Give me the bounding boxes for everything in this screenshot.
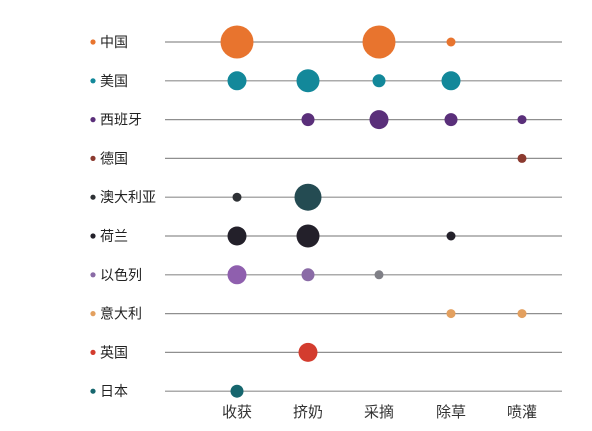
country-label-r6: 以色列 [100, 267, 142, 284]
legend-marker-r3 [90, 155, 96, 161]
legend-marker-r1 [90, 78, 96, 84]
bubble-r1-0 [227, 71, 247, 91]
bubble-r3-4 [517, 153, 527, 163]
country-label-r0: 中国 [100, 35, 128, 51]
category-label-4: 喷灌 [507, 403, 537, 421]
legend-marker-r9 [90, 388, 96, 394]
category-label-1: 挤奶 [293, 403, 323, 421]
bubble-r5-1 [296, 224, 320, 248]
country-label-r9: 日本 [100, 384, 128, 400]
country-label-r2: 西班牙 [100, 113, 142, 129]
bubble-r4-0 [232, 192, 242, 202]
category-label-2: 采摘 [364, 403, 394, 421]
category-label-3: 除草 [436, 403, 466, 421]
legend-marker-r8 [90, 349, 96, 355]
bubble-r6-1 [301, 268, 315, 282]
legend-marker-r5 [90, 233, 96, 239]
legend-marker-r6 [90, 272, 96, 278]
bubble-r0-2 [362, 25, 396, 59]
bubble-r0-0 [220, 25, 254, 59]
bubble-r7-3 [446, 309, 456, 319]
legend-marker-r0 [90, 39, 96, 45]
bubble-r1-1 [296, 69, 320, 93]
legend-marker-r2 [90, 117, 96, 123]
country-label-r1: 美国 [100, 74, 128, 90]
country-label-r4: 澳大利亚 [100, 190, 156, 206]
bubble-r6-0 [227, 265, 247, 285]
bubble-r2-4 [517, 115, 527, 125]
bubble-r0-3 [446, 37, 456, 47]
bubble-r8-1 [298, 342, 318, 362]
bubble-r2-2 [369, 110, 389, 130]
category-label-0: 收获 [222, 403, 252, 421]
bubble-r2-3 [444, 113, 458, 127]
bubble-r6-2 [374, 270, 384, 280]
legend-marker-r4 [90, 194, 96, 200]
bubble-r5-0 [227, 226, 247, 246]
country-label-r3: 德国 [100, 151, 128, 167]
country-label-r7: 意大利 [100, 306, 142, 323]
legend-marker-r7 [90, 311, 96, 317]
country-label-r5: 荷兰 [100, 229, 128, 245]
bubble-r2-1 [301, 113, 315, 127]
bubble-r4-extra-0 [294, 183, 322, 211]
country-label-r8: 英国 [100, 344, 128, 361]
bubble-r1-2 [372, 74, 386, 88]
bubble-r5-3 [446, 231, 456, 241]
bubble-r9-0 [230, 384, 244, 398]
bubble-r1-3 [441, 71, 461, 91]
bubble-r7-4 [517, 309, 527, 319]
